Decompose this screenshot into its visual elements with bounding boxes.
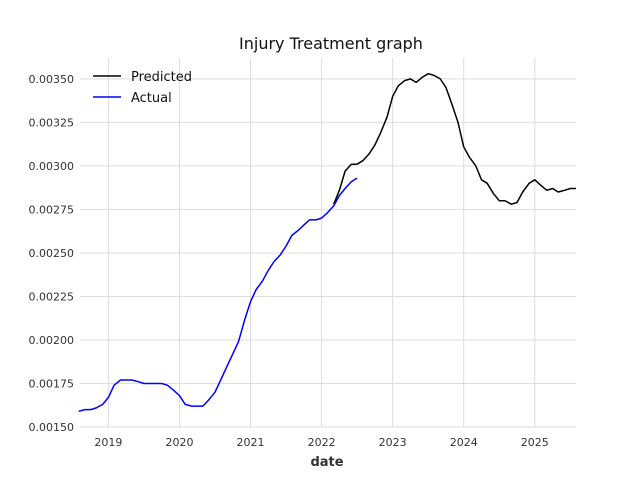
chart-title: Injury Treatment graph (239, 34, 423, 53)
x-tick-label: 2023 (379, 436, 407, 449)
x-axis-label: date (310, 455, 343, 470)
y-tick-label: 0.00200 (29, 334, 75, 347)
y-tick-label: 0.00225 (29, 290, 75, 303)
legend-label-predicted: Predicted (131, 70, 192, 85)
x-tick-label: 2021 (237, 436, 265, 449)
y-tick-label: 0.00350 (29, 73, 75, 86)
y-tick-label: 0.00175 (29, 377, 75, 390)
series-layer (78, 72, 576, 413)
y-tick-label: 0.00300 (29, 160, 75, 173)
x-tick-label: 2022 (308, 436, 336, 449)
x-tick-label: 2019 (94, 436, 122, 449)
series-line-actual (78, 177, 358, 413)
y-tick-label: 0.00275 (29, 203, 75, 216)
series-line-predicted (333, 72, 576, 205)
tick-labels: 2019 2020 2021 2022 2023 2024 2025 0.00150 0.001… (29, 73, 549, 449)
y-tick-label: 0.00150 (29, 421, 75, 434)
legend: Predicted Actual (93, 70, 192, 106)
x-tick-label: 2025 (521, 436, 549, 449)
legend-label-actual: Actual (131, 91, 172, 106)
x-tick-label: 2024 (450, 436, 478, 449)
y-tick-label: 0.00250 (29, 247, 75, 260)
y-tick-label: 0.00325 (29, 116, 75, 129)
grid (80, 58, 576, 428)
x-tick-label: 2020 (165, 436, 193, 449)
